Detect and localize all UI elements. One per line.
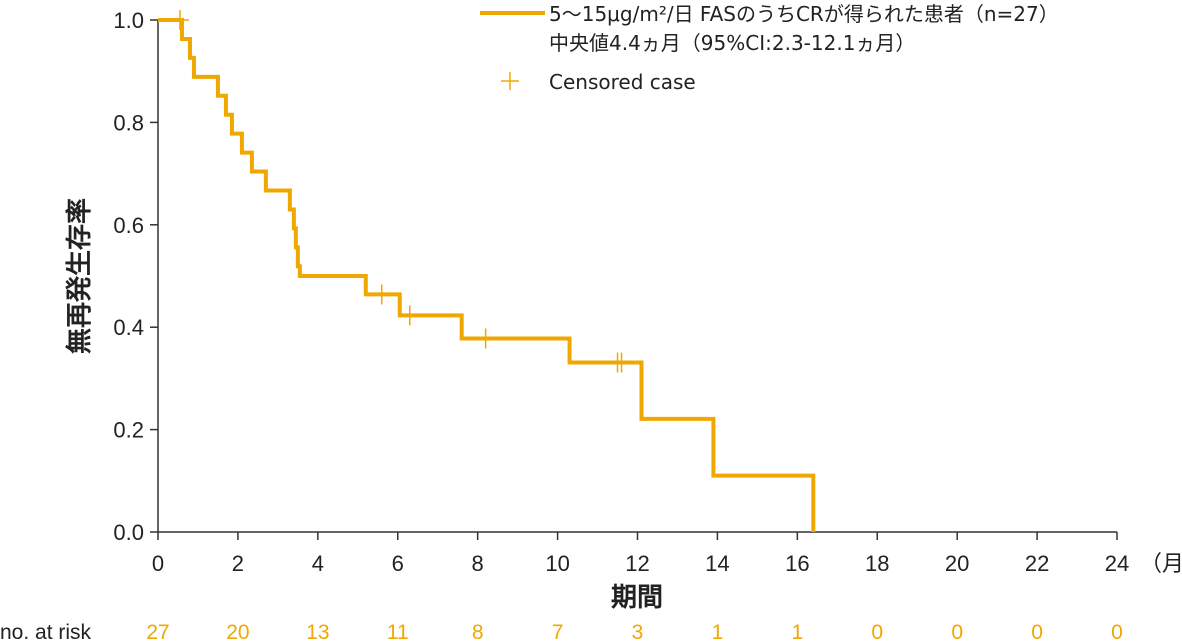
censor-layer	[170, 10, 631, 373]
series-layer	[158, 18, 816, 532]
risk-count: 7	[552, 621, 564, 641]
y-tick-label: 0.6	[113, 213, 144, 238]
censor-mark	[476, 328, 495, 349]
risk-count: 1	[791, 621, 803, 641]
x-tick-label: 2	[232, 551, 244, 576]
x-tick-label: 4	[312, 551, 324, 576]
legend: 5〜15μg/m²/日 FASのうちCRが得られた患者（n=27） 中央値4.4…	[480, 2, 1059, 94]
legend-series-subtitle: 中央値4.4ヵ月（95%CI:2.3-12.1ヵ月）	[549, 31, 915, 55]
y-tick-label: 0.0	[113, 520, 144, 545]
risk-count: 0	[871, 621, 883, 641]
series-step-line	[158, 18, 816, 532]
x-unit-label: （月）	[1140, 551, 1182, 576]
risk-count: 0	[1031, 621, 1043, 641]
legend-censor-label: Censored case	[549, 70, 696, 94]
risk-count: 0	[951, 621, 963, 641]
risk-count: 1	[712, 621, 724, 641]
y-ticks: 0.0 0.2 0.4 0.6 0.8 1.0	[113, 8, 158, 545]
x-tick-label: 20	[945, 551, 969, 576]
risk-table-label: no. at risk	[0, 621, 92, 641]
y-tick-label: 0.4	[113, 315, 144, 340]
y-axis-title: 無再発生存率	[64, 198, 95, 354]
legend-censor-marker	[501, 72, 519, 90]
y-tick-label: 0.8	[113, 110, 144, 135]
x-tick-label: 10	[545, 551, 569, 576]
x-tick-label: 14	[705, 551, 729, 576]
x-tick-label: 24	[1105, 551, 1129, 576]
risk-table-row: 27 20 13 11 8 7 3 1 1 0 0 0 0	[146, 621, 1123, 641]
censor-mark	[170, 10, 189, 30]
x-tick-label: 12	[625, 551, 649, 576]
y-tick-label: 0.2	[113, 418, 144, 443]
y-tick-label: 1.0	[113, 8, 144, 33]
risk-count: 0	[1111, 621, 1123, 641]
risk-count: 11	[387, 621, 409, 641]
censor-mark	[400, 305, 419, 326]
risk-count: 8	[472, 621, 484, 641]
x-tick-label: 22	[1025, 551, 1049, 576]
x-tick-label: 6	[392, 551, 404, 576]
risk-count: 27	[146, 621, 169, 641]
legend-series-label: 5〜15μg/m²/日 FASのうちCRが得られた患者（n=27）	[549, 2, 1059, 26]
x-ticks: 0 2 4 6 8 10 12 14 16 18 20 22 24	[152, 532, 1129, 576]
risk-count: 20	[226, 621, 249, 641]
x-tick-label: 0	[152, 551, 164, 576]
risk-count: 3	[632, 621, 644, 641]
x-tick-label: 8	[472, 551, 484, 576]
x-tick-label: 18	[865, 551, 889, 576]
censor-mark	[372, 284, 391, 305]
x-tick-label: 16	[785, 551, 809, 576]
risk-count: 13	[306, 621, 329, 641]
censor-mark	[612, 352, 631, 373]
x-axis-title: 期間	[611, 583, 663, 613]
